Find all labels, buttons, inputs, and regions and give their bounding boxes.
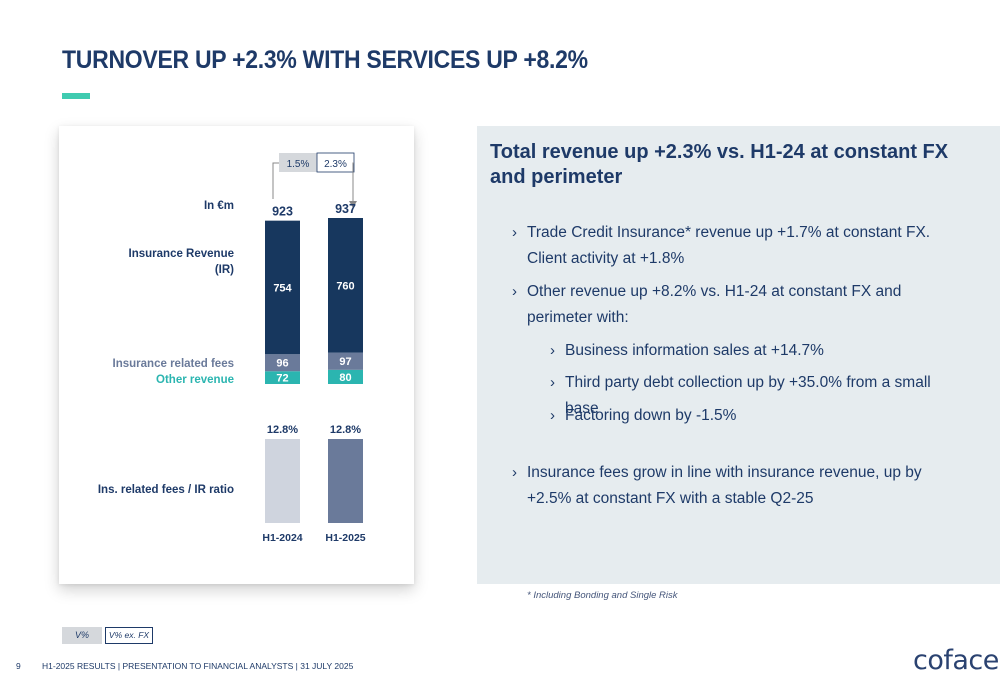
category-label: H1-2025 xyxy=(325,532,365,544)
ratio-bar xyxy=(265,439,300,523)
bar-value-label: 72 xyxy=(276,373,288,385)
ir-label-line1: Insurance Revenue xyxy=(129,248,234,260)
ir-label-line2: (IR) xyxy=(215,264,234,276)
bar-segment xyxy=(265,371,300,384)
commentary-panel xyxy=(477,126,1000,584)
bullet-text: Other revenue up +8.2% vs. H1-24 at cons… xyxy=(527,283,902,326)
sub-bullet-business-info: › Business information sales at +14.7% xyxy=(550,338,965,364)
other-label: Other revenue xyxy=(156,374,234,386)
bullet-text: Third party debt collection up by +35.0%… xyxy=(565,374,931,417)
page-title: TURNOVER UP +2.3% WITH SERVICES UP +8.2% xyxy=(62,46,588,74)
growth-bracket-left xyxy=(272,162,279,199)
growth-fx-label: 2.3% xyxy=(324,159,347,170)
bullet-tci: › Trade Credit Insurance* revenue up +1.7… xyxy=(512,220,967,272)
bullet-text: Factoring down by -1.5% xyxy=(565,407,737,424)
growth-v-label: 1.5% xyxy=(287,159,310,170)
chevron-right-icon: › xyxy=(512,224,517,241)
bar-total-label: 937 xyxy=(335,202,356,216)
chevron-right-icon: › xyxy=(550,374,555,391)
bar-value-label: 97 xyxy=(339,356,351,368)
bar-segment xyxy=(328,369,363,384)
revenue-chart: 1.5% 2.3% In €m Insurance Revenue (IR) I… xyxy=(98,152,366,544)
footnote: * Including Bonding and Single Risk xyxy=(527,590,678,601)
unit-label: In €m xyxy=(204,200,234,212)
bar-segment xyxy=(265,354,300,372)
bar-value-label: 754 xyxy=(273,282,292,294)
growth-bracket-right xyxy=(352,162,354,201)
coface-logo: coface xyxy=(913,645,999,676)
ratio-bar xyxy=(328,439,363,523)
bar-segment xyxy=(328,218,363,353)
bullet-insurance-fees: › Insurance fees grow in line with insura… xyxy=(512,460,967,512)
bar-total-label: 923 xyxy=(272,205,293,219)
bar-value-label: 96 xyxy=(276,358,288,370)
ratio-label: Ins. related fees / IR ratio xyxy=(98,484,234,496)
growth-v-box xyxy=(279,153,317,172)
fees-label: Insurance related fees xyxy=(113,358,234,370)
footer-text: H1-2025 RESULTS | PRESENTATION TO FINANC… xyxy=(42,661,354,671)
legend-v: V% xyxy=(62,627,102,644)
bar-value-label: 760 xyxy=(336,280,354,292)
bar-value-label: 80 xyxy=(339,372,351,384)
chevron-right-icon: › xyxy=(512,283,517,300)
chevron-right-icon: › xyxy=(550,342,555,359)
sub-bullet-factoring: › Factoring down by -1.5% xyxy=(550,403,965,429)
page-number: 9 xyxy=(16,661,21,671)
bullet-text: Business information sales at +14.7% xyxy=(565,342,824,359)
growth-arrow-head xyxy=(349,201,357,208)
title-accent-bar xyxy=(62,93,90,99)
bullet-other-revenue: › Other revenue up +8.2% vs. H1-24 at con… xyxy=(512,279,967,331)
bullet-text: Trade Credit Insurance* revenue up +1.7%… xyxy=(527,224,931,267)
category-label: H1-2024 xyxy=(262,532,302,544)
ratio-value-label: 12.8% xyxy=(267,424,298,436)
chevron-right-icon: › xyxy=(512,464,517,481)
chevron-right-icon: › xyxy=(550,407,555,424)
bullet-text: Insurance fees grow in line with insuran… xyxy=(527,464,922,507)
ratio-value-label: 12.8% xyxy=(330,424,361,436)
bar-segment xyxy=(265,220,300,355)
panel-title: Total revenue up +2.3% vs. H1-24 at cons… xyxy=(490,141,949,188)
legend-v-ex-fx: V% ex. FX xyxy=(105,627,153,644)
bar-segment xyxy=(328,352,363,370)
sub-bullet-debt-collection: › Third party debt collection up by +35.0… xyxy=(550,370,965,422)
